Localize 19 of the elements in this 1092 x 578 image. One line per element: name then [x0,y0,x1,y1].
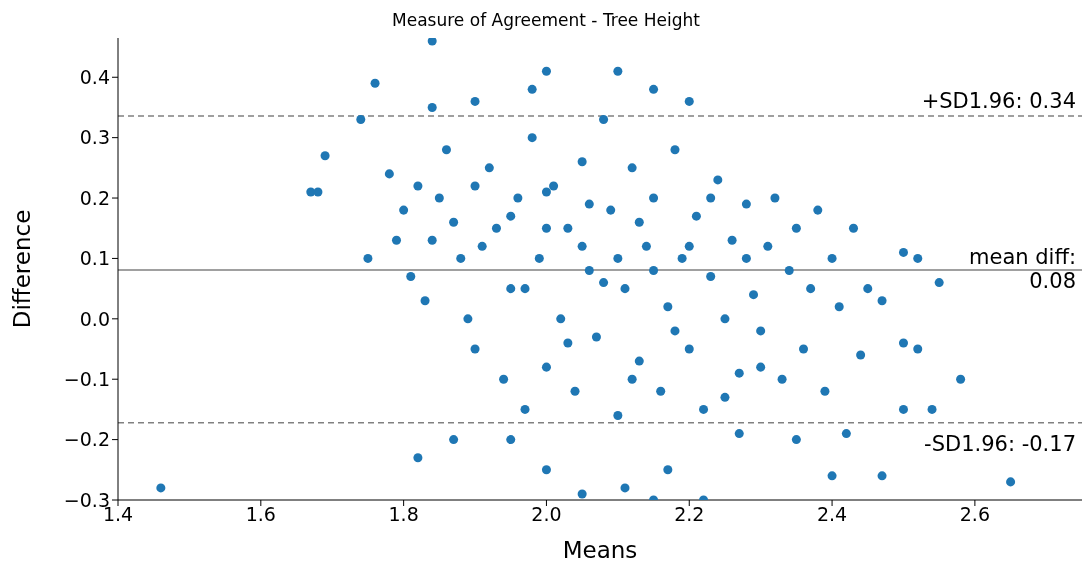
ref-line-label: -SD1.96: -0.17 [924,431,1076,456]
y-tick-label: 0.0 [79,307,110,330]
y-tick-label: 0.3 [79,126,110,149]
x-tick-label: 2.4 [816,503,848,526]
y-tick-label: −0.2 [63,428,110,451]
ref-line-label: mean diff: 0.08 [969,244,1076,293]
x-tick-label: 2.6 [959,503,990,526]
chart-title: Measure of Agreement - Tree Height [391,9,701,32]
x-tick-label: 1.8 [388,503,419,526]
y-tick-label: 0.4 [79,66,110,88]
y-tick-label: 0.2 [79,186,110,209]
y-tick-label: −0.1 [63,367,110,390]
x-tick-label: 2.2 [674,503,705,526]
x-tick-label: 2.0 [531,503,562,526]
ref-line-label: +SD1.96: 0.34 [921,88,1076,113]
x-tick-label: 1.6 [245,503,276,526]
x-axis-title: Means [562,537,638,563]
y-axis-title: Difference [9,209,36,329]
y-tick-label: 0.1 [79,247,110,270]
